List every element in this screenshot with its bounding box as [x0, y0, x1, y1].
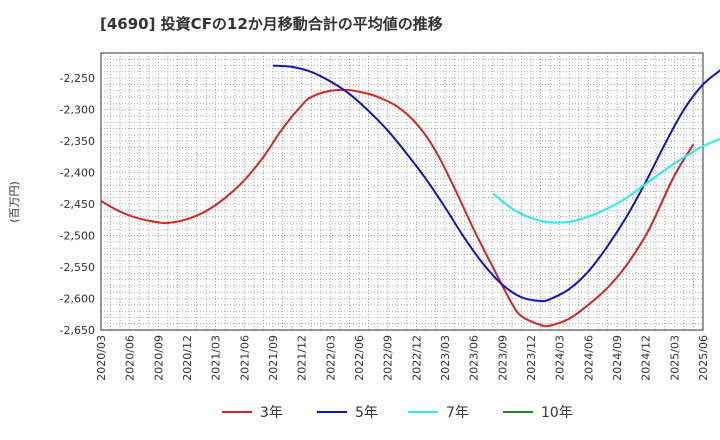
y-tick-label: -2,250 [60, 72, 95, 85]
legend: 3年 5年 7年 10年 [222, 405, 573, 421]
series-line-5年 [272, 64, 720, 303]
y-tick-label: -2,450 [60, 198, 95, 211]
x-tick-label: 2025/03 [668, 335, 681, 381]
plot-frame [100, 52, 704, 331]
plot-area: -2,250 -2,300 -2,350 -2,400 -2,450 -2,500 -2,5… [60, 52, 720, 381]
x-tick-label: 2022/03 [324, 335, 337, 381]
x-tick-label: 2021/09 [267, 335, 280, 381]
legend-label: 7年 [446, 405, 469, 421]
x-tick-label: 2023/03 [439, 335, 452, 381]
x-tick-label: 2020/12 [181, 335, 194, 381]
x-tick-label: 2022/06 [353, 335, 366, 381]
y-tick-label: -2,350 [60, 135, 95, 148]
chart-title: [4690] 投資CFの12か月移動合計の平均値の推移 [100, 15, 443, 33]
x-tick-label: 2021/06 [238, 335, 251, 381]
legend-label: 5年 [355, 405, 378, 421]
y-tick-label: -2,400 [60, 167, 95, 180]
x-tick-label: 2023/09 [496, 335, 509, 381]
x-tick-label: 2024/03 [554, 335, 567, 381]
x-tick-label: 2020/09 [152, 335, 165, 381]
x-tick-label: 2023/06 [468, 335, 481, 381]
x-tick-label: 2024/12 [640, 335, 653, 381]
y-tick-label: -2,600 [60, 293, 95, 306]
x-tick-label: 2024/06 [582, 335, 595, 381]
x-tick-label: 2024/09 [611, 335, 624, 381]
x-tick-label: 2025/06 [697, 335, 710, 381]
x-tick-label: 2022/12 [410, 335, 423, 381]
x-tick-label: 2021/03 [210, 335, 223, 381]
x-tick-label: 2023/12 [525, 335, 538, 381]
legend-label: 3年 [260, 405, 283, 421]
series-line-7年 [492, 137, 720, 224]
x-tick-label: 2021/12 [296, 335, 309, 381]
x-tick-label: 2022/09 [382, 335, 395, 381]
x-tick-label: 2020/03 [95, 335, 108, 381]
y-axis-label: (百万円) [8, 181, 21, 223]
y-tick-label: -2,550 [60, 261, 95, 274]
series-line-3年 [100, 88, 695, 328]
legend-label: 10年 [541, 405, 573, 421]
x-tick-label: 2020/06 [124, 335, 137, 381]
y-tick-label: -2,650 [60, 324, 95, 337]
y-tick-label: -2,500 [60, 230, 95, 243]
y-tick-label: -2,300 [60, 104, 95, 117]
